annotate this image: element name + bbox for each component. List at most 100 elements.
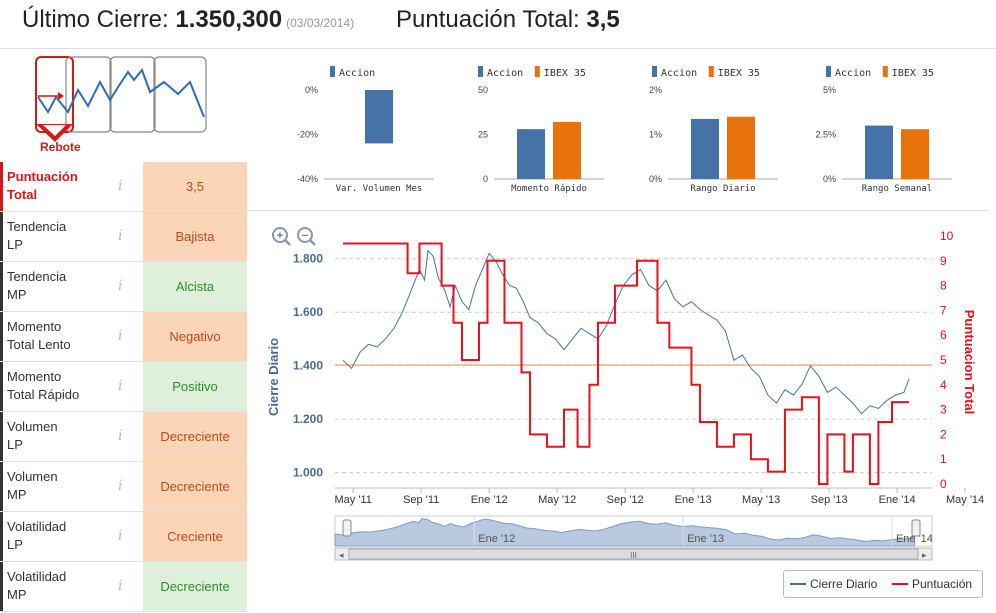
scroll-right-icon[interactable]: ▸ [922,550,927,560]
y-left-title: Cierre Diario [266,338,281,416]
x-tick-label: May '14 [946,494,984,506]
navigator-handle-right[interactable] [911,519,921,537]
mini-y-tick: 1% [649,130,662,140]
pattern-box-2 [65,56,112,133]
y-left-tick: 1.600 [293,305,323,319]
mini-legend-label: IBEX 35 [544,68,586,79]
indicator-value: Bajista [143,212,247,261]
x-tick-label: May '12 [538,494,576,506]
indicator-row: Puntuación Total i 3,5 [0,162,247,212]
indicator-row: Volatilidad MP i Decreciente [0,562,247,612]
indicator-label-line: Momento [7,369,62,384]
mini-y-tick: 0% [649,174,662,184]
x-tick-label: Sep '13 [811,494,848,506]
series-score-line [343,242,910,485]
mini-y-tick: 25 [478,130,488,140]
indicator-row: Momento Total Rápido i Positivo [0,362,247,412]
indicator-label: Volatilidad LP [0,512,140,561]
y-right-tick: 4 [940,378,947,392]
info-icon[interactable]: i [118,328,123,344]
y-left-tick: 1.200 [293,412,323,426]
zoom-out-icon[interactable]: − [297,227,316,246]
y-right-tick: 7 [940,303,947,317]
y-right-tick: 9 [940,254,947,268]
series-close-line [342,249,910,415]
y-right-tick: 0 [940,477,947,491]
last-close-label: Último Cierre: [22,6,176,33]
mini-legend-label: IBEX 35 [718,68,760,79]
info-icon[interactable]: i [118,578,123,594]
indicator-label-line: Tendencia [7,219,67,234]
x-tick-label: Sep '11 [403,494,439,506]
mini-legend-swatch [478,66,483,77]
indicator-label-line: Total Lento [7,337,71,352]
page-header: Último Cierre: 1.350,300 (03/03/2014) Pun… [0,0,996,49]
info-icon[interactable]: i [118,278,123,294]
zoom-in-icon[interactable]: + [272,227,291,246]
pattern-box-1 [35,56,74,133]
indicator-row: Volatilidad LP i Creciente [0,512,247,562]
pattern-box-3 [109,56,156,133]
y-left-tick: 1.800 [293,252,323,266]
price-score-chart: + −1.8001.6001.4001.2001.000109876543210C… [266,227,984,561]
pattern-down-arrow-inner [43,125,66,136]
indicator-row: Momento Total Lento i Negativo [0,312,247,362]
mini-bar [365,90,393,144]
indicator-label: Volumen MP [0,462,140,511]
total-score: Puntuación Total: 3,5 [396,6,620,34]
y-right-tick: 10 [940,229,954,243]
y-right-tick: 5 [940,353,947,367]
indicator-row: Volumen MP i Decreciente [0,462,247,512]
navigator-handle-left[interactable] [342,519,352,537]
section-divider [247,210,989,211]
indicator-label-line: Tendencia [7,269,67,284]
mini-y-tick: 0% [823,174,836,184]
mini-bar [517,129,545,179]
mini-legend-swatch [882,66,888,77]
x-tick-label: May '13 [742,494,780,506]
pattern-rebound-arrowhead [58,92,64,100]
indicator-row: Tendencia LP i Bajista [0,212,247,262]
legend-score-label: Puntuación [912,577,972,591]
info-icon[interactable]: i [118,428,123,444]
mini-chart-title: Rango Diario [690,184,755,194]
info-icon[interactable]: i [118,478,123,494]
indicator-label-line: Momento [7,319,62,334]
pattern-price-line [37,67,205,118]
indicator-value: Negativo [143,312,247,361]
indicator-label-line: LP [7,237,23,252]
mini-legend-swatch [534,66,540,77]
indicator-label-line: Puntuación [7,169,78,184]
indicator-row: Volumen LP i Decreciente [0,412,247,462]
mini-bar [901,129,929,179]
mini-y-tick: 0% [305,85,318,95]
mini-chart-title: Var. Volumen Mes [336,184,423,194]
last-close-date: (03/03/2014) [286,16,355,30]
mini-legend-swatch [826,66,831,77]
info-icon[interactable]: i [118,178,123,194]
indicator-value: Decreciente [143,562,247,611]
mini-bar [727,116,755,179]
y-right-tick: 1 [940,452,947,466]
info-icon[interactable]: i [118,228,123,244]
mini-y-tick: 50 [478,85,488,95]
indicator-label: Volatilidad MP [0,562,140,611]
indicator-row: Tendencia MP i Alcista [0,262,247,312]
navigator-x-label: Ene '13 [687,533,724,545]
mini-legend-label: IBEX 35 [892,68,934,79]
info-icon[interactable]: i [118,528,123,544]
scroll-left-icon[interactable]: ◂ [339,550,344,560]
info-icon[interactable]: i [118,378,123,394]
svg-text:+: + [277,230,283,242]
mini-y-tick: 0 [483,174,488,184]
indicator-label-line: LP [7,437,23,452]
legend-close-label: Cierre Diario [810,577,878,591]
mini-y-tick: -40% [297,174,318,184]
x-tick-label: Ene '13 [675,494,712,506]
indicator-label: Momento Total Rápido [0,362,140,411]
mini-chart-daily-range: Accion IBEX 35 2% 1% 0% Rango Diario [649,66,778,194]
scrollbar-thumb[interactable] [348,548,919,560]
y-right-tick: 6 [940,328,947,342]
x-tick-label: Ene '12 [471,494,508,506]
mini-y-tick: 2% [649,85,662,95]
